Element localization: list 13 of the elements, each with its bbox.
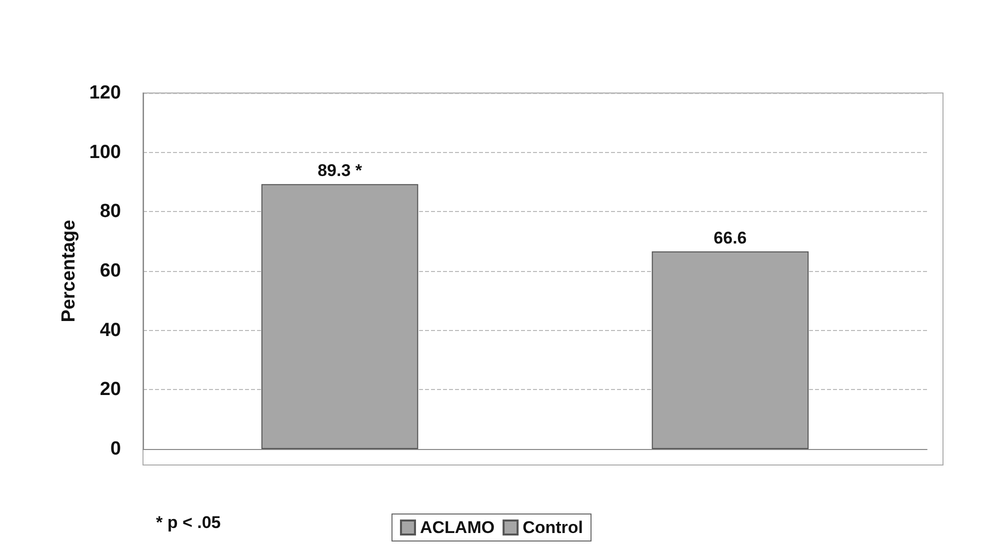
y-tick-label: 120 [89,82,121,104]
legend-label: Control [522,518,584,537]
y-tick-label: 80 [100,201,121,222]
y-tick-label: 60 [100,260,121,282]
y-tick-label: 0 [110,438,121,460]
y-axis-title: Percentage [58,220,80,322]
y-tick-label: 20 [100,379,121,400]
data-label: 89.3 * [318,161,362,180]
text: * p < .05 [156,513,221,532]
data-label: 66.6 [714,228,747,248]
y-tick-label: 40 [100,320,121,341]
y-tick-label: 100 [89,142,121,163]
legend-label: ACLAMO [420,518,495,537]
